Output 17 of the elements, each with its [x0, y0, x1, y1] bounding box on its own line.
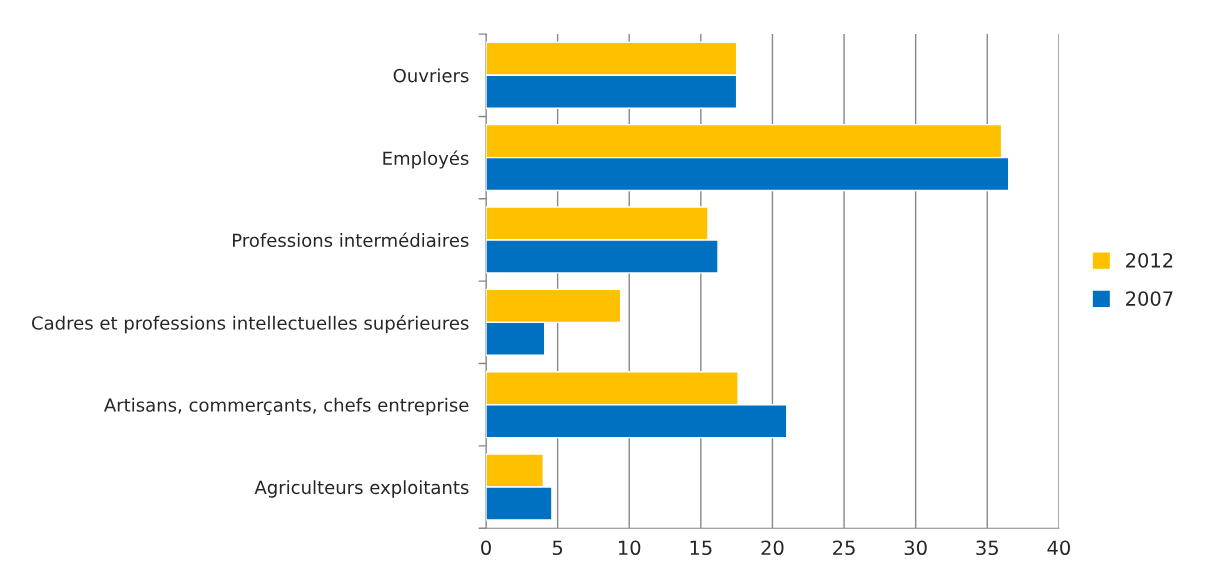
y-tick-label: Professions intermédiaires [233, 232, 469, 248]
x-tick-label: 25 [833, 540, 855, 556]
y-tick-label: Agriculteurs exploitants [254, 480, 469, 498]
x-tick-label: 40 [1047, 540, 1070, 556]
y-tick-label: Ouvriers [393, 68, 469, 83]
y-tick-label: Employés [383, 150, 469, 169]
x-tick-label: 30 [904, 540, 927, 556]
legend-label: 2007 [1126, 291, 1173, 306]
x-tick-label: 15 [690, 540, 712, 556]
x-tick-label: 35 [976, 540, 998, 556]
y-tick-label: Artisans, commerçants, chefs entreprise [104, 397, 469, 416]
legend-label: 2012 [1126, 252, 1173, 268]
x-tick-label: 10 [618, 540, 641, 556]
x-tick-label: 20 [761, 540, 784, 556]
x-tick-label: 0 [481, 540, 491, 556]
y-tick-label: Cadres et professions intellectuelles supérieures [32, 315, 469, 334]
x-tick-label: 5 [552, 540, 563, 556]
